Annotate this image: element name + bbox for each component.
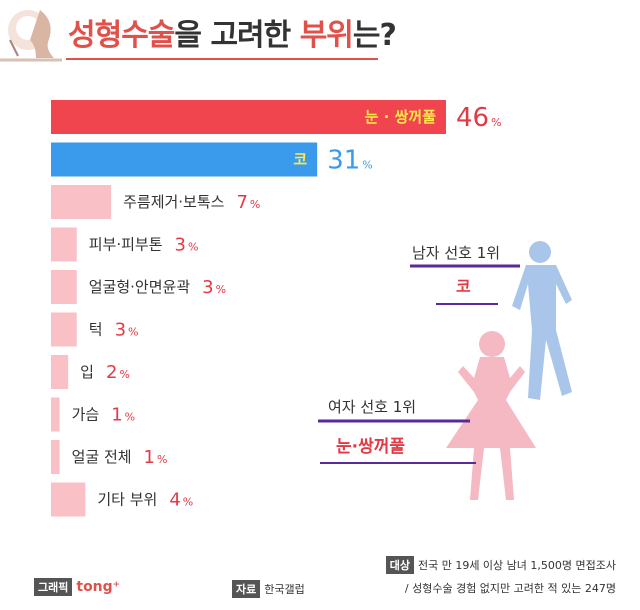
title-part-3: 부위 [299, 18, 354, 53]
bar-4 [51, 227, 77, 262]
bar-1 [51, 100, 446, 134]
value-label-2: 31% [327, 146, 373, 176]
bars-group: 눈 · 쌍꺼풀 46 % 코 31 % 주름제거·보톡스 7 % 피부·피부톤 3 % 얼굴형·안면윤곽… [51, 100, 502, 517]
title-part-2: 을 고려한 [174, 18, 300, 53]
face-icon [0, 10, 62, 62]
bar-9 [51, 440, 60, 474]
bar-2 [51, 142, 318, 177]
male-figure-icon [512, 241, 572, 400]
bar-5 [51, 270, 77, 304]
header: 성형수술을 고려한 부위는? [0, 0, 640, 70]
category-label-8: 가슴 [72, 406, 100, 424]
value-label-3: 7% [236, 192, 260, 213]
source-credit: 자료 한국갤럽 [232, 580, 305, 598]
female-figure-icon [446, 331, 536, 500]
female-annotation-value: 눈·쌍꺼풀 [336, 437, 405, 457]
category-label-1: 눈 · 쌍꺼풀 [365, 108, 437, 126]
bar-6 [51, 312, 77, 347]
category-label-4: 피부·피부톤 [89, 236, 163, 254]
male-annotation-label: 남자 선호 1위 [412, 244, 500, 262]
survey-info: 대상 전국 만 19세 이상 남녀 1,500명 면접조사 [385, 556, 616, 574]
source-tag: 자료 [232, 580, 261, 598]
category-label-7: 입 [80, 363, 94, 381]
survey-text: 전국 만 19세 이상 남녀 1,500명 면접조사 [417, 559, 616, 572]
bar-8 [51, 397, 60, 432]
graphic-credit: 그래픽 tong⁺ [34, 578, 120, 596]
male-annotation-value: 코 [456, 277, 471, 296]
bar-7 [51, 355, 69, 389]
bar-3 [51, 185, 112, 219]
graphic-brand: tong⁺ [76, 579, 121, 595]
category-label-5: 얼굴형·안면윤곽 [89, 278, 191, 296]
value-label-9: 1% [144, 447, 168, 468]
value-label-6: 3% [115, 320, 139, 341]
page-title: 성형수술을 고려한 부위는? [68, 10, 397, 54]
value-label-8: 1% [111, 405, 135, 426]
title-part-1: 성형수술 [68, 18, 175, 53]
category-label-6: 턱 [89, 321, 103, 339]
value-label-5: 3% [202, 277, 226, 298]
value-label-7: 2% [106, 362, 130, 383]
survey-tag: 대상 [385, 556, 414, 574]
category-label-9: 얼굴 전체 [72, 448, 132, 466]
title-underline [66, 58, 378, 60]
category-label-10: 기타 부위 [97, 491, 157, 509]
female-annotation-label: 여자 선호 1위 [328, 398, 416, 416]
title-part-4: 는? [352, 18, 397, 53]
value-label-4: 3% [175, 235, 199, 256]
category-label-2: 코 [293, 151, 307, 169]
source-text: 한국갤럽 [264, 583, 305, 596]
bar-10 [51, 482, 86, 517]
graphic-tag: 그래픽 [34, 578, 73, 596]
value-label-10: 4% [169, 490, 193, 511]
survey-sub: / 성형수술 경험 없지만 고려한 적 있는 247명 [404, 582, 616, 595]
value-label-1: 46% [456, 103, 502, 133]
category-label-3: 주름제거·보톡스 [123, 193, 225, 211]
